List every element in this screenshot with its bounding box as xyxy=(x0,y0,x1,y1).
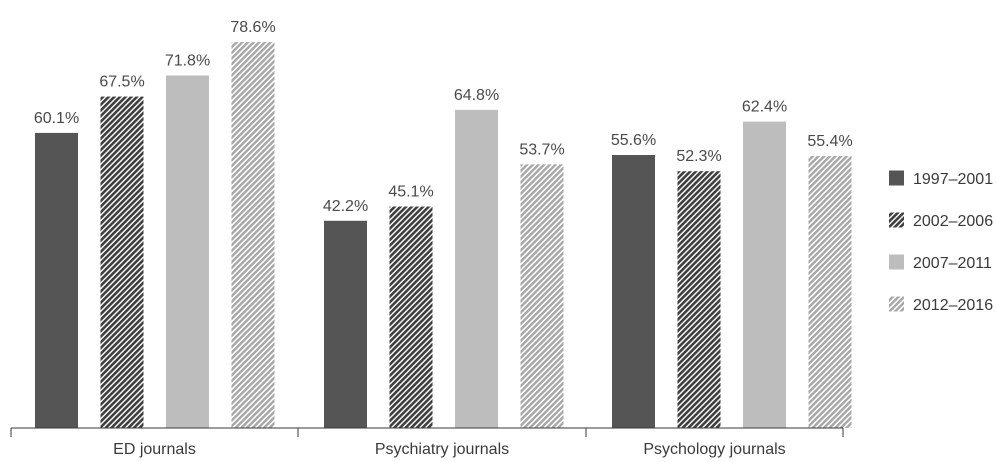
bar-1-2 xyxy=(455,109,498,428)
bar-value-label: 42.2% xyxy=(323,198,368,215)
legend-item: 1997–2001 xyxy=(889,170,993,188)
legend-swatch xyxy=(889,170,904,186)
bar-value-label: 62.4% xyxy=(742,99,787,116)
bar-2-2 xyxy=(743,121,786,428)
legend-label: 1997–2001 xyxy=(913,171,993,188)
bars-group xyxy=(35,42,852,428)
x-tick-labels-group: ED journals Psychiatry journals Psychology… xyxy=(113,441,786,458)
legend-label: 2002–2006 xyxy=(913,213,993,230)
bar-1-3 xyxy=(520,164,564,428)
legend-item: 2002–2006 xyxy=(889,212,993,230)
bar-2-1 xyxy=(677,171,721,428)
bar-value-label: 52.3% xyxy=(676,148,721,165)
bar-0-0 xyxy=(35,132,78,428)
bar-value-label: 55.6% xyxy=(611,132,656,149)
legend-label: 2012–2016 xyxy=(913,297,993,314)
bar-value-label: 60.1% xyxy=(34,110,79,127)
bar-1-0 xyxy=(324,220,367,428)
bar-value-label: 71.8% xyxy=(165,52,210,69)
legend-label: 2007–2011 xyxy=(913,255,992,272)
bar-2-0 xyxy=(612,155,655,428)
bar-0-1 xyxy=(100,96,144,428)
x-ticks-group xyxy=(10,428,844,437)
legend-swatch xyxy=(889,212,904,228)
bar-value-label: 78.6% xyxy=(230,19,275,36)
legend-item: 2012–2016 xyxy=(889,296,993,314)
legend: 1997–2001 2002–2006 2007–2011 2012–2016 xyxy=(889,170,993,314)
bar-0-3 xyxy=(231,42,275,428)
bar-2-3 xyxy=(808,155,852,428)
bar-value-label: 45.1% xyxy=(388,184,433,201)
x-axis: ED journals Psychiatry journals Psychology… xyxy=(10,427,844,458)
bar-labels-group: 60.1% 42.2% 55.6% 67.5% 45.1% 52.3% 71.8% 64.8%… xyxy=(34,19,853,215)
bar-value-label: 53.7% xyxy=(519,141,564,158)
x-tick-label: Psychiatry journals xyxy=(375,441,509,458)
x-tick-label: Psychology journals xyxy=(643,441,785,458)
legend-swatch xyxy=(889,296,904,312)
bar-0-2 xyxy=(166,75,209,428)
legend-item: 2007–2011 xyxy=(889,254,992,272)
bar-1-1 xyxy=(389,206,433,428)
bar-value-label: 67.5% xyxy=(99,74,144,91)
legend-swatch xyxy=(889,254,904,270)
x-tick-label: ED journals xyxy=(113,441,196,458)
bar-value-label: 55.4% xyxy=(807,133,852,150)
bar-value-label: 64.8% xyxy=(454,87,499,104)
